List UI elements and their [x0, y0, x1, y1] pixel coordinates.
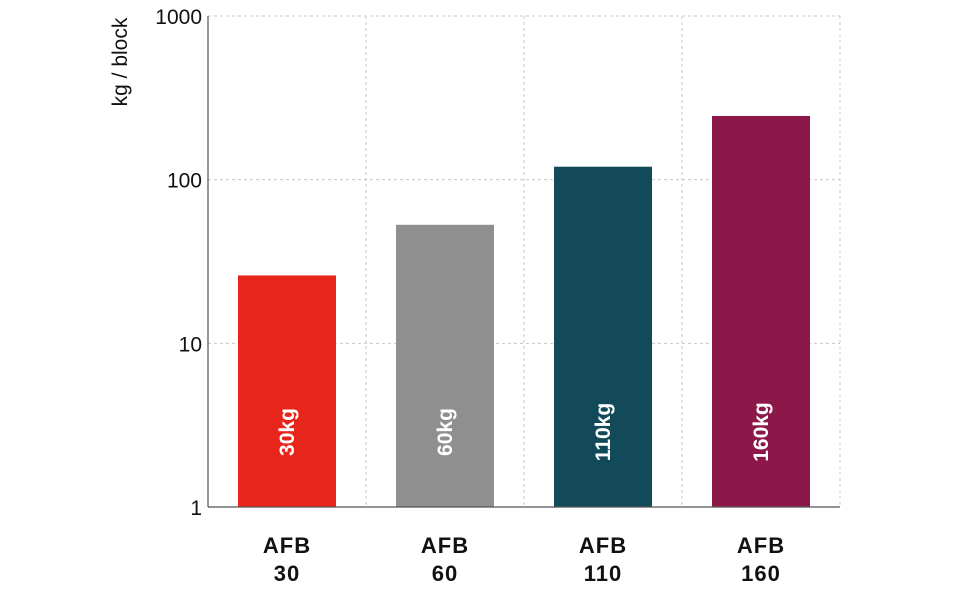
- category-label: AFB: [421, 533, 469, 558]
- y-tick-label: 10: [179, 333, 202, 356]
- category-label: 110: [584, 561, 623, 586]
- bars: 30kg 60kg 110kg 160kg: [238, 115, 810, 508]
- grid-lines: [208, 15, 841, 507]
- category-label: 60: [432, 561, 458, 586]
- data-label: 30kg: [276, 408, 299, 456]
- y-tick-label: 1000: [155, 6, 202, 29]
- data-label: 60kg: [434, 408, 457, 456]
- category-label: 30: [274, 561, 300, 586]
- y-tick-label: 100: [167, 170, 202, 193]
- y-axis-title: kg / block: [109, 17, 132, 106]
- data-label: 110kg: [592, 403, 615, 461]
- category-label: 160: [741, 561, 781, 586]
- bar: [396, 224, 494, 507]
- bar: [554, 166, 652, 507]
- y-tick-label: 1: [190, 497, 202, 520]
- data-label: 160kg: [750, 402, 773, 462]
- bar: [238, 275, 336, 507]
- category-label: AFB: [737, 533, 785, 558]
- bar: [712, 115, 810, 508]
- category-label: AFB: [579, 533, 627, 558]
- category-label: AFB: [263, 533, 311, 558]
